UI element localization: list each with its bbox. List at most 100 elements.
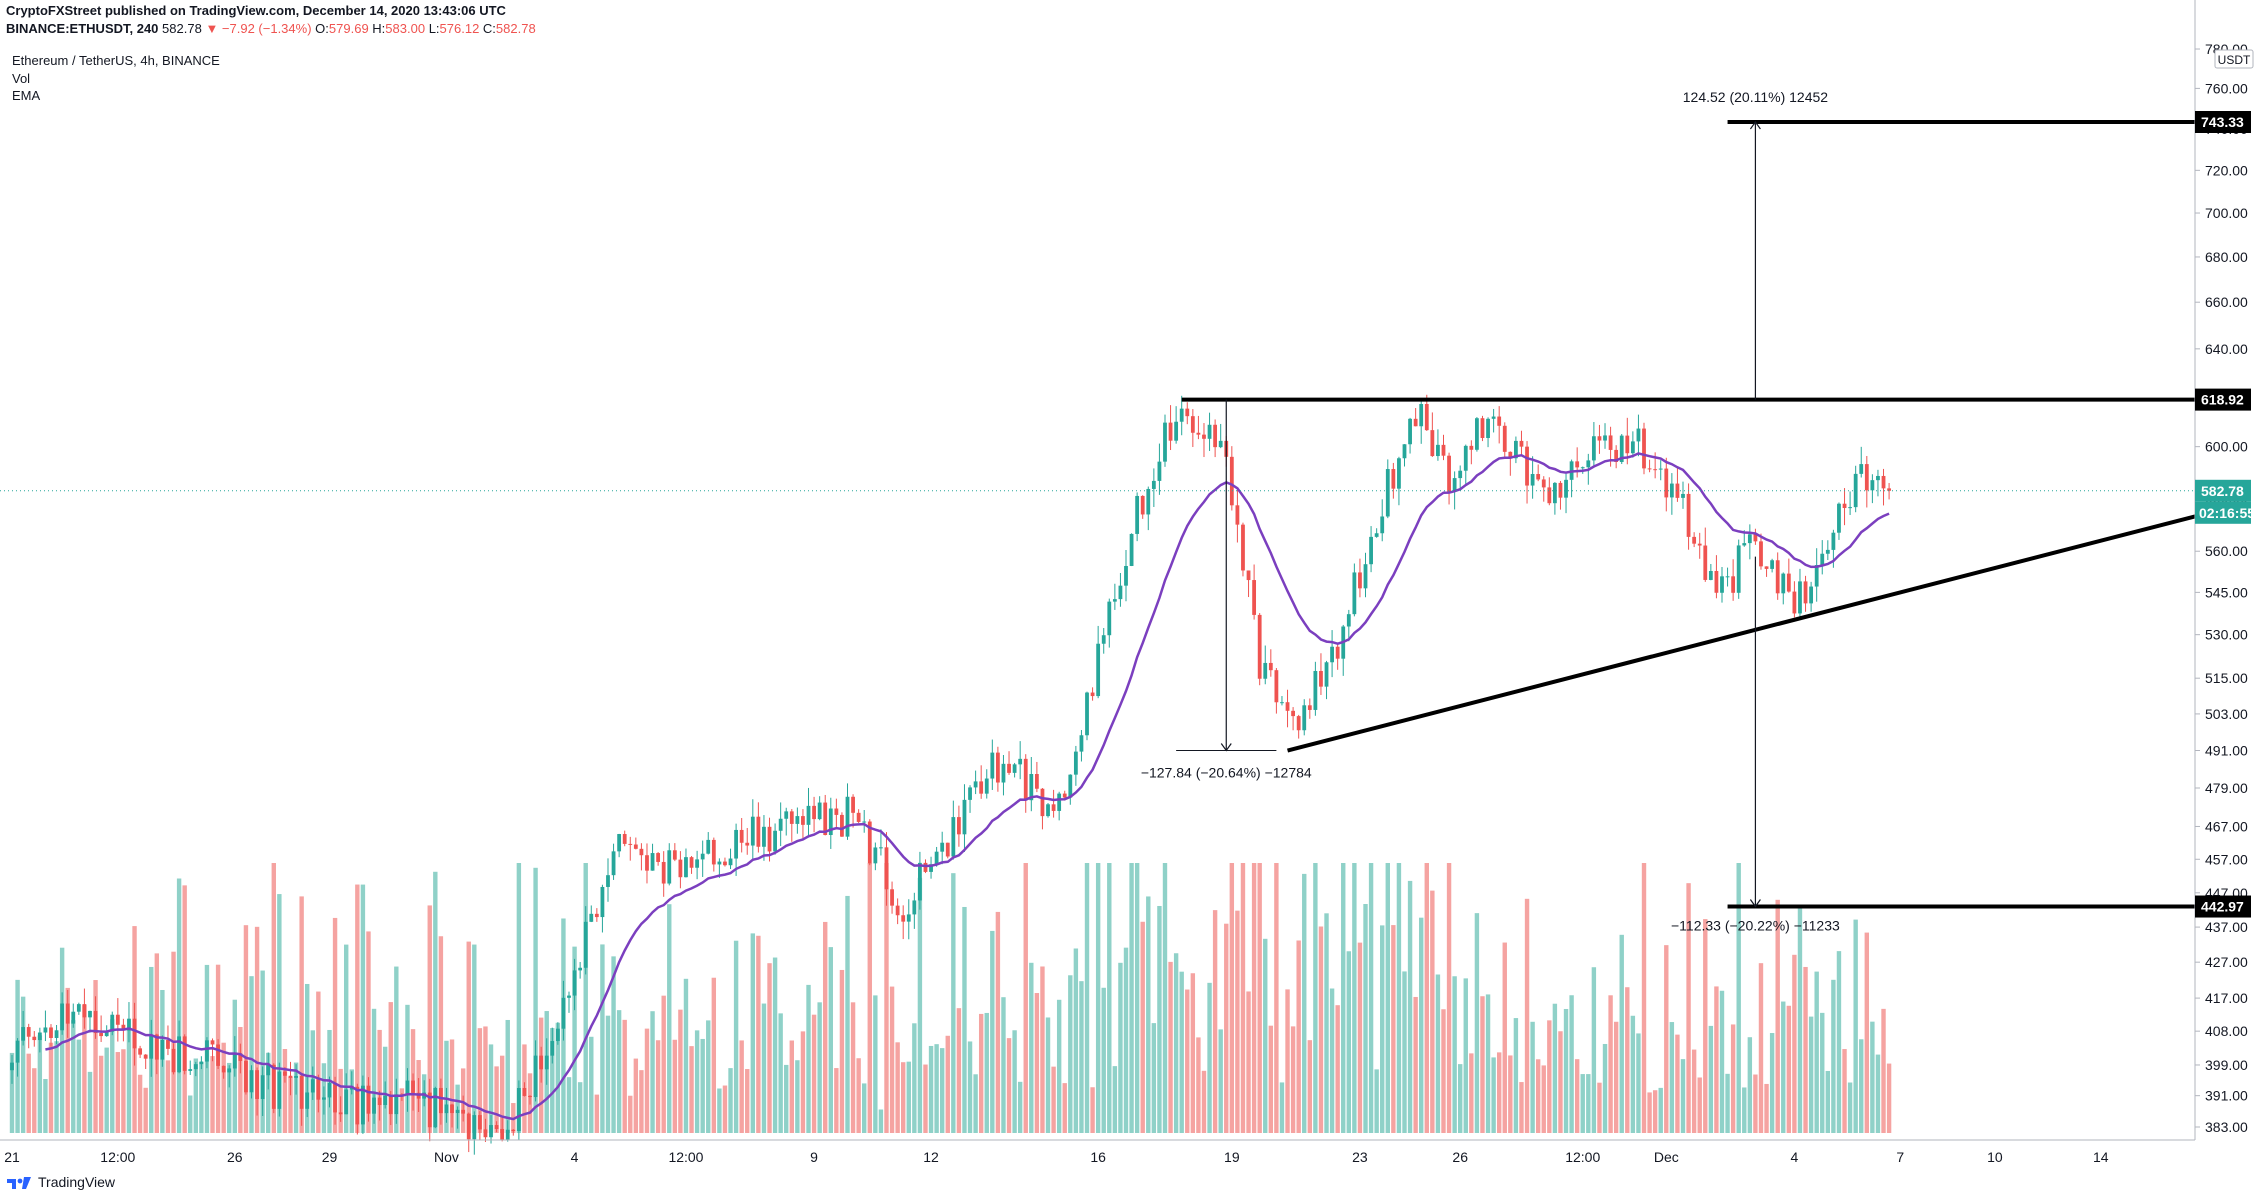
volume-bar — [628, 1095, 633, 1133]
candle-body — [1497, 416, 1502, 426]
axes: 383.00 391.00 399.00 408.00 417.00 427.00 437.… — [0, 0, 2254, 1165]
volume-bar — [1101, 987, 1106, 1133]
candle-body — [1591, 436, 1596, 461]
volume-bar — [299, 896, 304, 1133]
candle-body — [1803, 581, 1808, 604]
candle-body — [723, 861, 727, 866]
candle-body — [617, 834, 622, 852]
volume-bar — [995, 911, 1001, 1133]
candle-body — [873, 847, 878, 864]
chart-title[interactable]: Ethereum / TetherUS, 4h, BINANCE — [12, 53, 220, 68]
candle-body — [294, 1075, 298, 1078]
volume-bar — [182, 885, 187, 1133]
candle-body — [1151, 480, 1156, 489]
candle-body — [1603, 435, 1607, 441]
y-tick-label: 515.00 — [2205, 670, 2248, 686]
y-tick-label: 680.00 — [2205, 249, 2248, 265]
candle-body — [1441, 444, 1446, 456]
candle-body — [1196, 432, 1201, 435]
candle-body — [1146, 488, 1151, 515]
last-price-tag: 582.78 — [2201, 483, 2244, 499]
candle-body — [466, 1113, 471, 1140]
candle-body — [884, 847, 889, 890]
volume-bar — [243, 925, 249, 1133]
candle-body — [867, 821, 872, 864]
candle-body — [1107, 601, 1112, 636]
candle-body — [1775, 560, 1780, 594]
volume-bars — [9, 863, 1892, 1133]
ohlc-line: BINANCE:ETHUSDT, 240 582.78 ▼ −7.92 (−1.… — [6, 20, 536, 38]
candle-body — [438, 1087, 443, 1114]
candle-body — [1859, 464, 1864, 474]
candle-body — [1614, 449, 1619, 462]
volume-bar — [1335, 1005, 1340, 1133]
symbol[interactable]: BINANCE:ETHUSDT, 240 — [6, 21, 159, 36]
volume-bar — [1836, 951, 1842, 1133]
candle-body — [639, 848, 644, 856]
volume-bar — [694, 1030, 700, 1133]
candle-body — [1263, 662, 1268, 679]
candle-body — [906, 914, 911, 922]
candle-body — [1218, 440, 1223, 448]
y-tick-label: 479.00 — [2205, 780, 2248, 796]
x-tick-label: 14 — [2093, 1149, 2109, 1165]
candle-body — [283, 1071, 287, 1076]
candle-body — [567, 995, 571, 998]
volume-bar — [1703, 919, 1708, 1133]
volume-bar — [1129, 863, 1134, 1133]
volume-bar — [1680, 1059, 1686, 1133]
countdown-tag: 02:16:55 — [2199, 505, 2255, 521]
candle-body — [489, 1125, 493, 1138]
y-tick-label: 391.00 — [2205, 1088, 2248, 1104]
volume-bar — [1513, 1018, 1519, 1133]
candle-body — [1558, 482, 1563, 498]
volume-bar — [650, 1011, 655, 1133]
indicator-vol[interactable]: Vol — [12, 71, 31, 86]
volume-bar — [616, 1010, 622, 1133]
volume-bar — [1480, 996, 1485, 1133]
candle-body — [427, 1092, 432, 1128]
indicator-ema[interactable]: EMA — [12, 88, 41, 103]
volume-bar — [1229, 863, 1235, 1133]
candle-body — [1140, 495, 1145, 515]
volume-bar — [1463, 978, 1468, 1133]
volume-bar — [1558, 1031, 1563, 1133]
candle-body — [684, 857, 688, 878]
volume-bar — [249, 976, 254, 1133]
volume-bar — [1368, 863, 1374, 1133]
volume-bar — [1017, 1081, 1023, 1133]
candle-body — [1374, 533, 1379, 537]
candle-body — [1129, 533, 1134, 566]
volume-bar — [477, 1028, 483, 1133]
candle-body — [1714, 570, 1719, 593]
tradingview-branding[interactable]: TradingView — [6, 1174, 115, 1190]
volume-bar — [1652, 1090, 1658, 1133]
candle-body — [494, 1125, 499, 1129]
volume-bar — [193, 1058, 199, 1133]
candle-body — [1814, 565, 1819, 587]
volume-bar — [1157, 905, 1162, 1133]
candle-body — [856, 812, 861, 822]
candle-body — [778, 818, 783, 831]
volume-bar — [104, 1047, 109, 1133]
volume-bar — [661, 995, 666, 1133]
high-label: H: — [372, 21, 386, 36]
candle-body — [1068, 774, 1073, 798]
volume-bar — [1185, 989, 1190, 1133]
candle-body — [600, 886, 605, 918]
candle-body — [1653, 469, 1658, 471]
volume-bar — [332, 917, 338, 1133]
volume-bar — [1307, 1040, 1313, 1133]
candle-body — [1747, 534, 1752, 544]
candle-body — [1686, 493, 1691, 537]
candle-body — [244, 1060, 248, 1093]
volume-bar — [655, 1040, 661, 1133]
candle-body — [773, 830, 777, 852]
volume-bar — [862, 1083, 867, 1133]
candle-body — [305, 1092, 310, 1109]
candle-body — [433, 1087, 438, 1128]
volume-bar — [1491, 1057, 1496, 1133]
volume-bar — [722, 1085, 728, 1133]
volume-bar — [605, 1015, 611, 1133]
